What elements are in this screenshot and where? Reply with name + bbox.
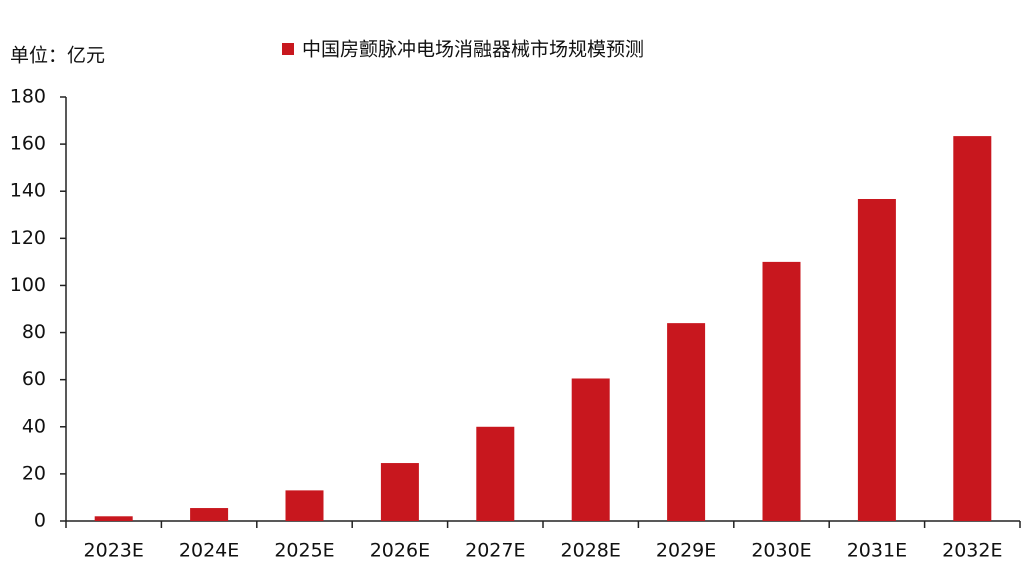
bar bbox=[190, 508, 229, 521]
unit-label: 单位：亿元 bbox=[10, 45, 105, 67]
y-tick-label: 180 bbox=[10, 86, 46, 108]
x-tick-label: 2028E bbox=[561, 540, 621, 562]
x-tick-label: 2029E bbox=[656, 540, 716, 562]
x-tick-label: 2031E bbox=[847, 540, 907, 562]
x-tick-label: 2025E bbox=[274, 540, 334, 562]
y-tick-label: 120 bbox=[10, 227, 46, 249]
bar bbox=[476, 426, 515, 521]
x-tick-label: 2027E bbox=[465, 540, 525, 562]
y-tick-label: 80 bbox=[22, 321, 46, 343]
x-tick-label: 2023E bbox=[84, 540, 144, 562]
bar bbox=[762, 261, 801, 521]
bar bbox=[953, 136, 992, 521]
bar bbox=[94, 516, 133, 521]
bar bbox=[857, 198, 896, 522]
legend-label: 中国房颤脉冲电场消融器械市场规模预测 bbox=[302, 39, 644, 61]
bar bbox=[285, 490, 324, 521]
x-tick-label: 2024E bbox=[179, 540, 239, 562]
x-tick-label: 2032E bbox=[942, 540, 1002, 562]
bar bbox=[571, 378, 610, 521]
y-tick-label: 140 bbox=[10, 180, 46, 202]
bar bbox=[667, 323, 706, 521]
y-tick-label: 40 bbox=[22, 415, 46, 437]
bar bbox=[380, 463, 419, 521]
x-tick-label: 2030E bbox=[751, 540, 811, 562]
y-tick-label: 100 bbox=[10, 274, 46, 296]
y-tick-label: 20 bbox=[22, 462, 46, 484]
y-tick-label: 60 bbox=[22, 368, 46, 390]
y-tick-label: 0 bbox=[34, 510, 46, 532]
legend-swatch bbox=[282, 43, 294, 55]
x-tick-label: 2026E bbox=[370, 540, 430, 562]
y-tick-label: 160 bbox=[10, 133, 46, 155]
